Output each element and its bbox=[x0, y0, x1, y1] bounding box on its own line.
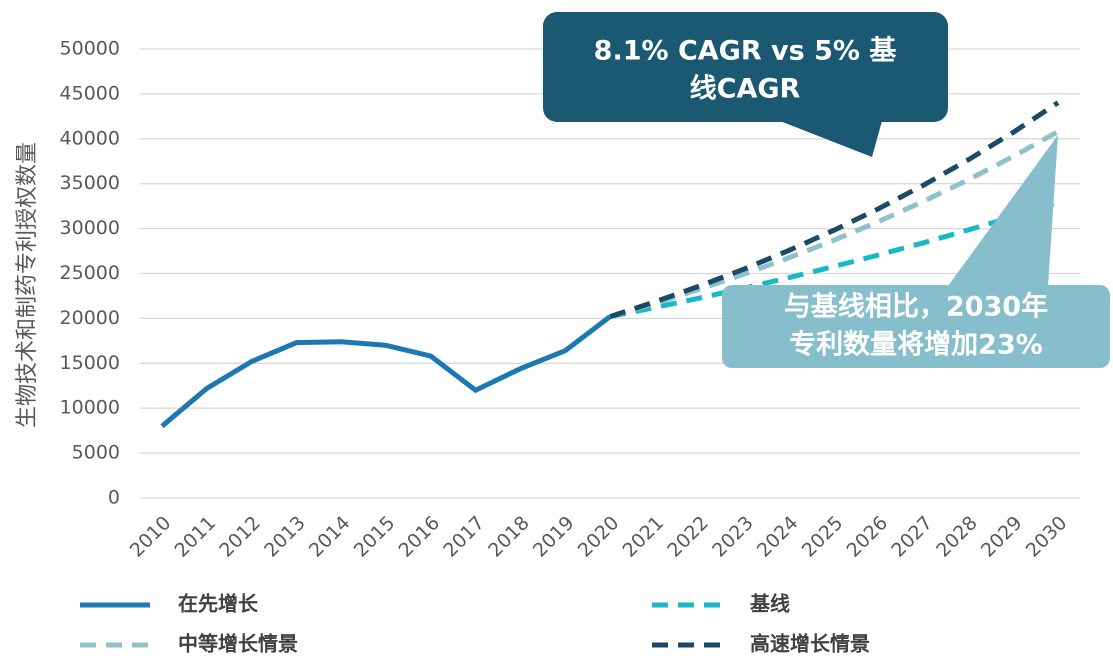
x-tick-label: 2015 bbox=[350, 512, 400, 562]
series-line bbox=[160, 314, 612, 429]
y-tick-label: 50000 bbox=[60, 38, 120, 60]
y-tick-label: 20000 bbox=[60, 307, 120, 329]
series-line bbox=[609, 100, 1060, 319]
x-tick-label: 2020 bbox=[574, 512, 624, 562]
x-tick-label: 2027 bbox=[887, 512, 937, 562]
y-tick-label: 10000 bbox=[60, 397, 120, 419]
annotation-text: 8.1% CAGR vs 5% 基 bbox=[594, 36, 898, 67]
x-tick-label: 2018 bbox=[484, 512, 534, 562]
y-tick-label: 35000 bbox=[60, 172, 120, 194]
x-tick-label: 2023 bbox=[708, 512, 758, 562]
x-tick-label: 2021 bbox=[618, 512, 668, 562]
y-tick-label: 0 bbox=[108, 487, 120, 509]
y-tick-label: 5000 bbox=[72, 442, 120, 464]
x-tick-label: 2022 bbox=[663, 512, 713, 562]
x-tick-label: 2019 bbox=[529, 512, 579, 562]
x-tick-label: 2014 bbox=[305, 512, 355, 562]
annotation-text: 专利数量将增加23% bbox=[789, 329, 1043, 361]
x-tick-label: 2017 bbox=[439, 512, 489, 562]
y-tick-label: 15000 bbox=[60, 352, 120, 374]
x-tick-label: 2011 bbox=[170, 512, 220, 562]
x-tick-label: 2013 bbox=[260, 512, 310, 562]
x-tick-label: 2029 bbox=[977, 512, 1027, 562]
callout-pointer bbox=[780, 121, 882, 157]
x-tick-label: 2012 bbox=[215, 512, 265, 562]
legend-label: 高速增长情景 bbox=[750, 632, 870, 656]
annotation-text: 线CAGR bbox=[690, 74, 801, 105]
y-tick-label: 25000 bbox=[60, 262, 120, 284]
x-tick-label: 2028 bbox=[932, 512, 982, 562]
x-tick-label: 2024 bbox=[753, 512, 803, 562]
callout-box bbox=[722, 285, 1110, 368]
series-line bbox=[609, 129, 1060, 320]
y-tick-label: 40000 bbox=[60, 127, 120, 149]
x-tick-label: 2025 bbox=[798, 512, 848, 562]
callout-box bbox=[543, 12, 948, 122]
x-tick-label: 2010 bbox=[126, 512, 176, 562]
annotations: 8.1% CAGR vs 5% 基 线CAGR 与基线相比，2030年 专利数量… bbox=[543, 12, 1110, 368]
legend-label: 中等增长情景 bbox=[178, 632, 298, 656]
x-tick-label: 2026 bbox=[842, 512, 892, 562]
annotation-text: 与基线相比，2030年 bbox=[784, 291, 1048, 323]
legend-label: 基线 bbox=[750, 592, 790, 616]
y-tick-label: 45000 bbox=[60, 82, 120, 104]
lines bbox=[160, 100, 1060, 429]
x-tick-label: 2030 bbox=[1022, 512, 1072, 562]
x-tick-label: 2016 bbox=[394, 512, 444, 562]
callout-pointer bbox=[948, 135, 1058, 286]
y-tick-label: 30000 bbox=[60, 217, 120, 239]
legend-label: 在先增长 bbox=[178, 592, 259, 616]
y-axis-label: 生物技术和制药专利授权数量 bbox=[15, 142, 40, 428]
